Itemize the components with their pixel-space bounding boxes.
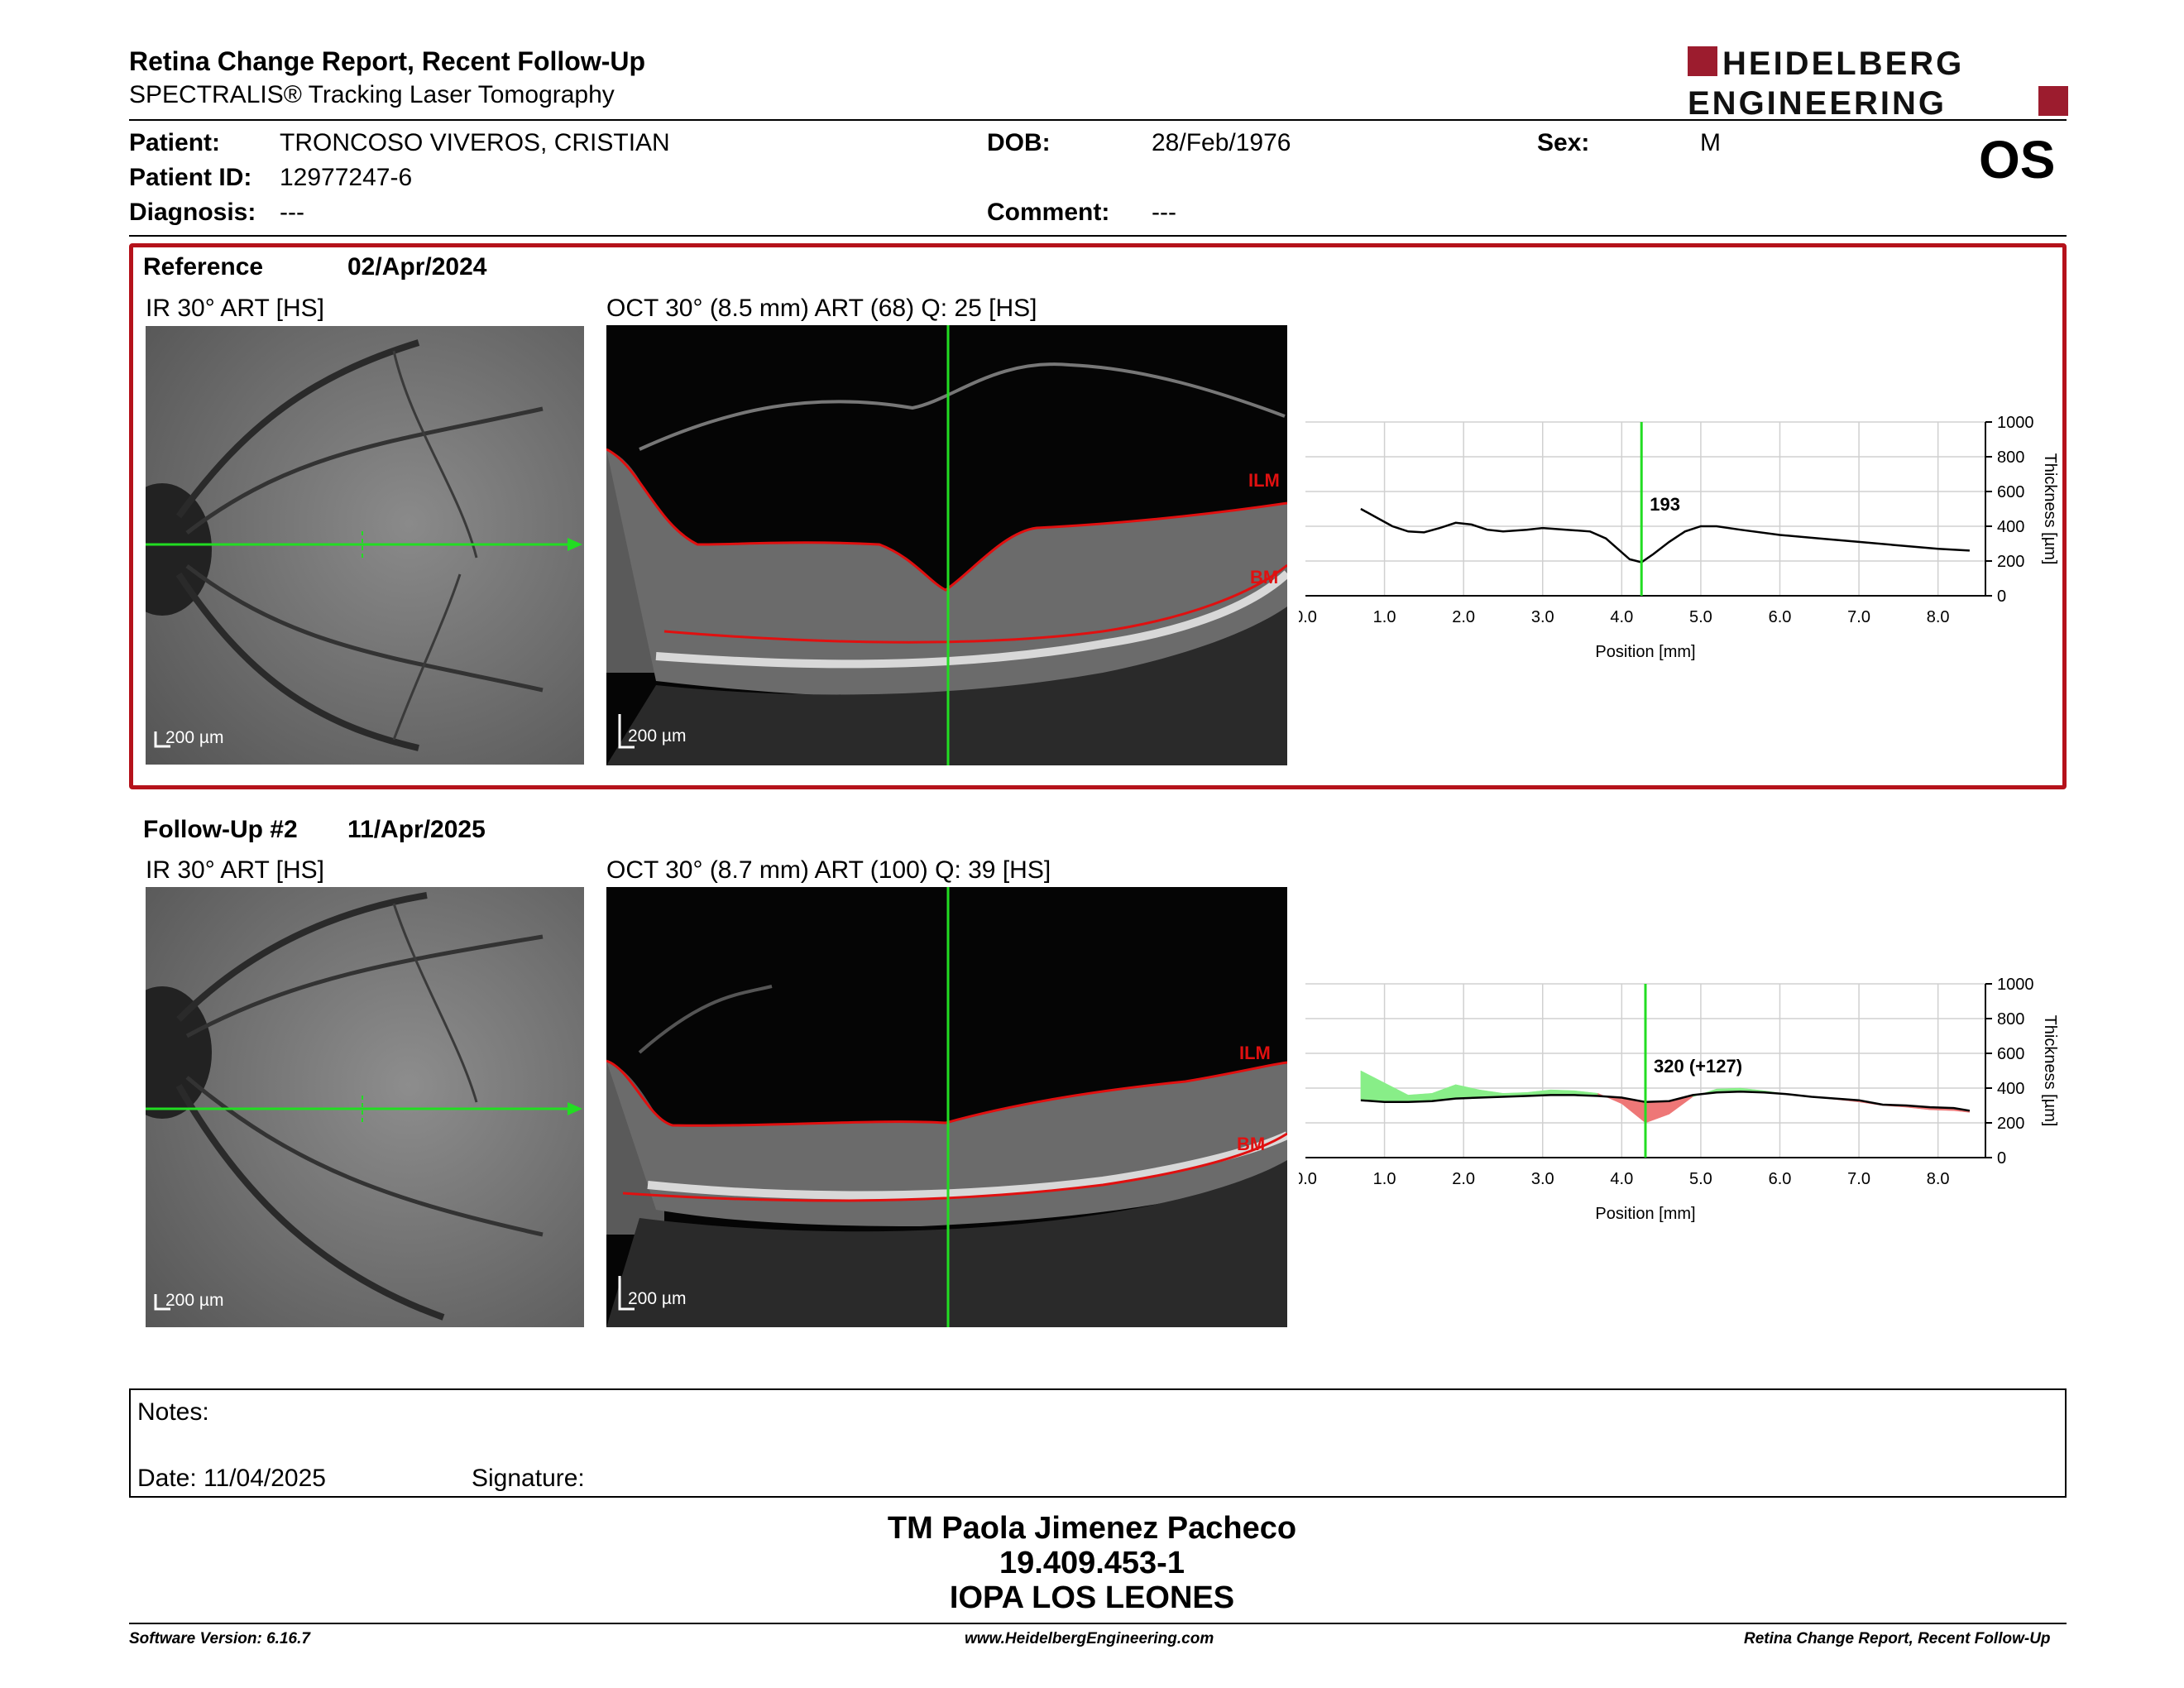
logo-line1: HEIDELBERG xyxy=(1722,46,1964,82)
x-tick-label: 8.0 xyxy=(1927,1170,1950,1188)
followup-bm-label: BM xyxy=(1237,1134,1265,1154)
x-tick-label: 4.0 xyxy=(1610,1170,1633,1188)
marker-value-label: 320 (+127) xyxy=(1654,1056,1742,1077)
footer-report-name: Retina Change Report, Recent Follow-Up xyxy=(1744,1630,2051,1647)
signer-name: TM Paola Jimenez Pacheco xyxy=(887,1511,1297,1546)
followup-ir-image: 200 µm xyxy=(146,887,584,1327)
x-axis-label: Position [mm] xyxy=(1595,643,1695,661)
x-axis-label: Position [mm] xyxy=(1595,1205,1695,1223)
reference-ir-caption: IR 30° ART [HS] xyxy=(146,295,324,322)
patient-divider xyxy=(129,235,2067,237)
patient-id: 12977247-6 xyxy=(280,164,413,191)
y-tick-label: 400 xyxy=(1997,518,2024,536)
followup-date: 11/Apr/2025 xyxy=(347,816,486,843)
logo-line2: ENGINEERING xyxy=(1688,85,1947,117)
x-tick-label: 1.0 xyxy=(1373,1170,1396,1188)
marker-value-label: 193 xyxy=(1650,494,1680,515)
reference-oct-scale: 200 µm xyxy=(628,727,687,746)
y-tick-label: 800 xyxy=(1997,1010,2024,1029)
x-tick-label: 0.0 xyxy=(1299,1170,1317,1188)
x-tick-label: 5.0 xyxy=(1689,1170,1712,1188)
reference-oct-image: ILM BM 200 µm xyxy=(606,325,1287,765)
eye-indicator: OS xyxy=(1979,130,2056,189)
change-band xyxy=(1645,1101,1669,1124)
x-tick-label: 7.0 xyxy=(1847,608,1870,626)
followup-label: Follow-Up #2 xyxy=(143,816,298,843)
y-tick-label: 0 xyxy=(1997,587,2006,606)
reference-label: Reference xyxy=(143,253,264,281)
report-title: Retina Change Report, Recent Follow-Up xyxy=(129,46,646,76)
patient-name: TRONCOSO VIVEROS, CRISTIAN xyxy=(280,129,670,156)
heidelberg-logo: HEIDELBERG ENGINEERING xyxy=(1688,46,2068,117)
followup-ir-caption: IR 30° ART [HS] xyxy=(146,856,324,884)
sex-value: M xyxy=(1700,129,1721,156)
x-tick-label: 2.0 xyxy=(1452,608,1475,626)
x-tick-label: 6.0 xyxy=(1769,1170,1792,1188)
reference-ir-scale: 200 µm xyxy=(165,728,224,747)
x-tick-label: 6.0 xyxy=(1769,608,1792,626)
software-version: Software Version: 6.16.7 xyxy=(129,1630,310,1647)
x-tick-label: 5.0 xyxy=(1689,608,1712,626)
followup-oct-image: ILM BM 200 µm xyxy=(606,887,1287,1327)
y-tick-label: 200 xyxy=(1997,1115,2024,1133)
reference-frame xyxy=(129,243,2067,789)
y-tick-label: 600 xyxy=(1997,483,2024,501)
reference-oct-caption: OCT 30° (8.5 mm) ART (68) Q: 25 [HS] xyxy=(606,295,1037,322)
x-tick-label: 3.0 xyxy=(1531,608,1554,626)
y-tick-label: 600 xyxy=(1997,1045,2024,1063)
report-subtitle: SPECTRALIS® Tracking Laser Tomography xyxy=(129,81,615,108)
header-divider xyxy=(129,119,2067,121)
x-tick-label: 4.0 xyxy=(1610,608,1633,626)
x-tick-label: 8.0 xyxy=(1927,608,1950,626)
reference-date: 02/Apr/2024 xyxy=(347,253,487,281)
x-tick-label: 1.0 xyxy=(1373,608,1396,626)
followup-oct-caption: OCT 30° (8.7 mm) ART (100) Q: 39 [HS] xyxy=(606,856,1051,884)
sex-label: Sex: xyxy=(1537,129,1590,156)
y-axis-label: Thickness [µm] xyxy=(2041,453,2059,565)
diagnosis-label: Diagnosis: xyxy=(129,199,256,226)
y-tick-label: 800 xyxy=(1997,448,2024,467)
x-tick-label: 7.0 xyxy=(1847,1170,1870,1188)
change-band xyxy=(1597,1092,1622,1105)
notes-date: Date: 11/04/2025 xyxy=(137,1465,326,1492)
comment-label: Comment: xyxy=(987,199,1110,226)
change-band xyxy=(1360,1070,1385,1103)
x-tick-label: 3.0 xyxy=(1531,1170,1554,1188)
followup-ir-scale: 200 µm xyxy=(165,1291,224,1310)
patient-id-label: Patient ID: xyxy=(129,164,252,191)
reference-ir-image: 200 µm xyxy=(146,326,584,765)
comment-value: --- xyxy=(1152,199,1176,226)
x-tick-label: 2.0 xyxy=(1452,1170,1475,1188)
dob-value: 28/Feb/1976 xyxy=(1152,129,1291,156)
thickness-line xyxy=(1360,507,1970,563)
signature-label: Signature: xyxy=(472,1465,585,1492)
reference-bm-label: BM xyxy=(1250,567,1278,587)
reference-thickness-chart: 0.0 1.0 2.0 3.0 4.0 5.0 6.0 7.0 8.0 0 200 400 600 800… xyxy=(1299,414,2059,661)
y-axis-label: Thickness [µm] xyxy=(2041,1015,2059,1127)
y-tick-label: 1000 xyxy=(1997,414,2034,432)
y-tick-label: 0 xyxy=(1997,1149,2006,1168)
x-tick-label: 0.0 xyxy=(1299,608,1317,626)
notes-label: Notes: xyxy=(137,1398,209,1426)
followup-oct-scale: 200 µm xyxy=(628,1289,687,1308)
diagnosis-value: --- xyxy=(280,199,304,226)
patient-label: Patient: xyxy=(129,129,221,156)
y-tick-label: 400 xyxy=(1997,1080,2024,1098)
reference-ilm-label: ILM xyxy=(1248,470,1280,491)
notes-box: Notes: Date: 11/04/2025 Signature: xyxy=(129,1388,2067,1498)
website-link[interactable]: www.HeidelbergEngineering.com xyxy=(965,1630,1214,1647)
followup-ilm-label: ILM xyxy=(1239,1043,1271,1063)
change-band xyxy=(1455,1084,1480,1099)
signer-organization: IOPA LOS LEONES xyxy=(949,1580,1235,1615)
footer-divider xyxy=(129,1623,2067,1624)
signer-id: 19.409.453-1 xyxy=(999,1546,1185,1580)
y-tick-label: 200 xyxy=(1997,553,2024,571)
change-band xyxy=(1384,1082,1409,1103)
dob-label: DOB: xyxy=(987,129,1051,156)
y-tick-label: 1000 xyxy=(1997,976,2034,994)
followup-thickness-chart: 0.0 1.0 2.0 3.0 4.0 5.0 6.0 7.0 8.0 0 200 400 600 800… xyxy=(1299,976,2059,1223)
